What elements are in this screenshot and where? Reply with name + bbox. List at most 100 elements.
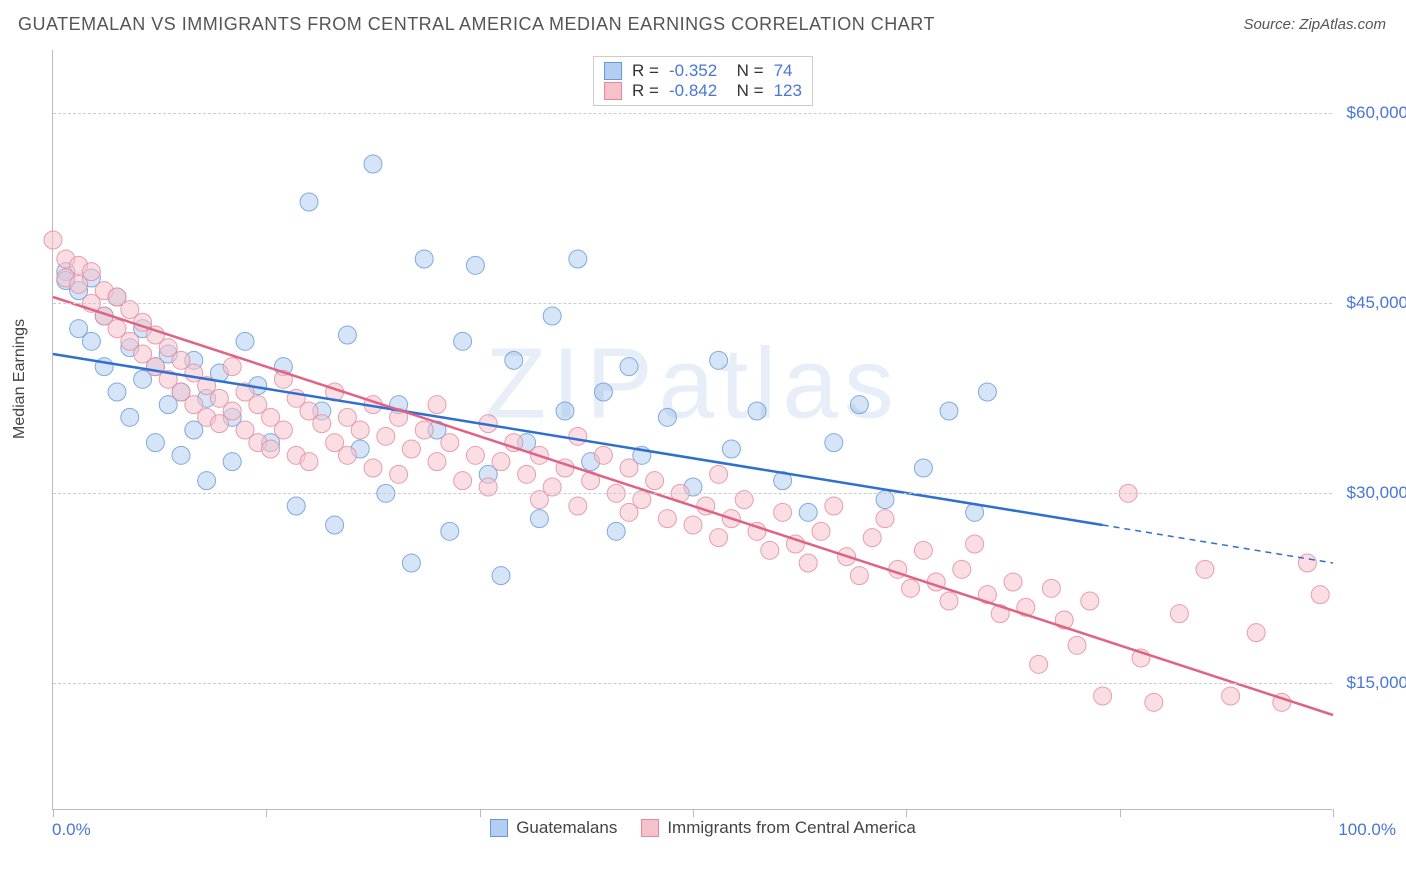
y-tick-label: $60,000 bbox=[1347, 103, 1406, 123]
scatter-point bbox=[940, 592, 958, 610]
scatter-point bbox=[402, 554, 420, 572]
scatter-point bbox=[454, 332, 472, 350]
scatter-point bbox=[364, 459, 382, 477]
scatter-point bbox=[850, 567, 868, 585]
scatter-point bbox=[556, 402, 574, 420]
x-tick bbox=[480, 809, 481, 817]
scatter-point bbox=[799, 503, 817, 521]
chart-plot-area: ZIPatlas $15,000$30,000$45,000$60,000 bbox=[52, 50, 1332, 810]
legend-row-2: R = -0.842 N = 123 bbox=[604, 81, 802, 101]
scatter-point bbox=[684, 516, 702, 534]
swatch-series-2-icon bbox=[641, 819, 659, 837]
scatter-point bbox=[1298, 554, 1316, 572]
scatter-point bbox=[1042, 579, 1060, 597]
scatter-point bbox=[876, 510, 894, 528]
scatter-point bbox=[1247, 624, 1265, 642]
x-tick bbox=[53, 809, 54, 817]
scatter-point bbox=[518, 465, 536, 483]
scatter-point bbox=[902, 579, 920, 597]
n-label: N = bbox=[727, 61, 763, 81]
x-tick bbox=[906, 809, 907, 817]
scatter-point bbox=[863, 529, 881, 547]
scatter-point bbox=[978, 383, 996, 401]
scatter-point bbox=[607, 522, 625, 540]
scatter-point bbox=[274, 421, 292, 439]
gridline bbox=[53, 303, 1332, 304]
scatter-point bbox=[198, 472, 216, 490]
scatter-point bbox=[825, 497, 843, 515]
scatter-point bbox=[825, 434, 843, 452]
scatter-plot-svg bbox=[53, 50, 1332, 809]
scatter-point bbox=[710, 465, 728, 483]
gridline bbox=[53, 113, 1332, 114]
scatter-point bbox=[594, 383, 612, 401]
x-tick bbox=[1333, 809, 1334, 817]
scatter-point bbox=[44, 231, 62, 249]
scatter-point bbox=[262, 440, 280, 458]
scatter-point bbox=[1196, 560, 1214, 578]
scatter-point bbox=[377, 427, 395, 445]
legend-item-1: Guatemalans bbox=[490, 818, 617, 838]
scatter-point bbox=[620, 358, 638, 376]
scatter-point bbox=[953, 560, 971, 578]
scatter-point bbox=[1030, 655, 1048, 673]
scatter-point bbox=[594, 446, 612, 464]
legend-row-1: R = -0.352 N = 74 bbox=[604, 61, 802, 81]
scatter-point bbox=[82, 263, 100, 281]
scatter-point bbox=[914, 459, 932, 477]
scatter-point bbox=[338, 446, 356, 464]
r-label: R = bbox=[632, 61, 659, 81]
scatter-point bbox=[1004, 573, 1022, 591]
scatter-point bbox=[313, 415, 331, 433]
n-value-2: 123 bbox=[774, 81, 802, 101]
scatter-point bbox=[799, 554, 817, 572]
y-tick-label: $30,000 bbox=[1347, 483, 1406, 503]
gridline bbox=[53, 683, 1332, 684]
scatter-point bbox=[1222, 687, 1240, 705]
series-legend: Guatemalans Immigrants from Central Amer… bbox=[0, 818, 1406, 838]
scatter-point bbox=[722, 440, 740, 458]
gridline bbox=[53, 493, 1332, 494]
scatter-point bbox=[1145, 693, 1163, 711]
scatter-point bbox=[172, 446, 190, 464]
scatter-point bbox=[223, 453, 241, 471]
scatter-point bbox=[620, 459, 638, 477]
scatter-point bbox=[850, 396, 868, 414]
scatter-point bbox=[646, 472, 664, 490]
scatter-point bbox=[223, 358, 241, 376]
scatter-point bbox=[774, 503, 792, 521]
source-attribution: Source: ZipAtlas.com bbox=[1243, 16, 1386, 33]
regression-line bbox=[53, 297, 1333, 715]
scatter-point bbox=[441, 434, 459, 452]
scatter-point bbox=[300, 193, 318, 211]
scatter-point bbox=[658, 510, 676, 528]
scatter-point bbox=[748, 402, 766, 420]
scatter-point bbox=[223, 402, 241, 420]
scatter-point bbox=[710, 351, 728, 369]
r-value-1: -0.352 bbox=[669, 61, 717, 81]
scatter-point bbox=[1311, 586, 1329, 604]
scatter-point bbox=[466, 256, 484, 274]
r-value-2: -0.842 bbox=[669, 81, 717, 101]
scatter-point bbox=[530, 510, 548, 528]
scatter-point bbox=[492, 453, 510, 471]
scatter-point bbox=[966, 535, 984, 553]
legend-label-2: Immigrants from Central America bbox=[667, 818, 915, 838]
scatter-point bbox=[466, 446, 484, 464]
scatter-point bbox=[454, 472, 472, 490]
scatter-point bbox=[402, 440, 420, 458]
scatter-point bbox=[1094, 687, 1112, 705]
scatter-point bbox=[441, 522, 459, 540]
scatter-point bbox=[569, 427, 587, 445]
scatter-point bbox=[492, 567, 510, 585]
scatter-point bbox=[338, 326, 356, 344]
scatter-point bbox=[1170, 605, 1188, 623]
chart-title: GUATEMALAN VS IMMIGRANTS FROM CENTRAL AM… bbox=[18, 14, 935, 35]
x-tick bbox=[266, 809, 267, 817]
x-tick bbox=[1120, 809, 1121, 817]
x-tick bbox=[693, 809, 694, 817]
r-label: R = bbox=[632, 81, 659, 101]
n-value-1: 74 bbox=[774, 61, 793, 81]
swatch-series-1-icon bbox=[490, 819, 508, 837]
scatter-point bbox=[569, 497, 587, 515]
